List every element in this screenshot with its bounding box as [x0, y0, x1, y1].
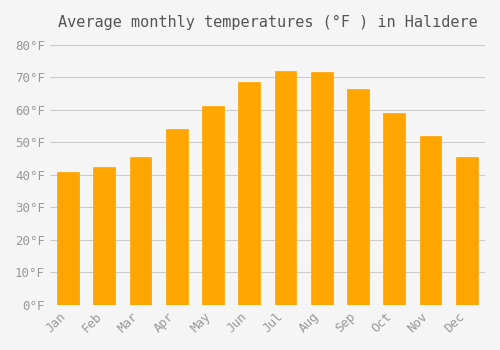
Bar [384, 113, 405, 305]
Bar [130, 157, 152, 305]
Bar [166, 129, 188, 305]
Bar [238, 82, 260, 305]
Bar [420, 136, 442, 305]
Bar [57, 172, 79, 305]
Bar [347, 89, 369, 305]
Bar [94, 167, 115, 305]
Bar [274, 71, 296, 305]
Bar [456, 157, 477, 305]
Bar [202, 106, 224, 305]
Title: Average monthly temperatures (°F ) in Halıdere: Average monthly temperatures (°F ) in Ha… [58, 15, 478, 30]
Bar [311, 72, 332, 305]
